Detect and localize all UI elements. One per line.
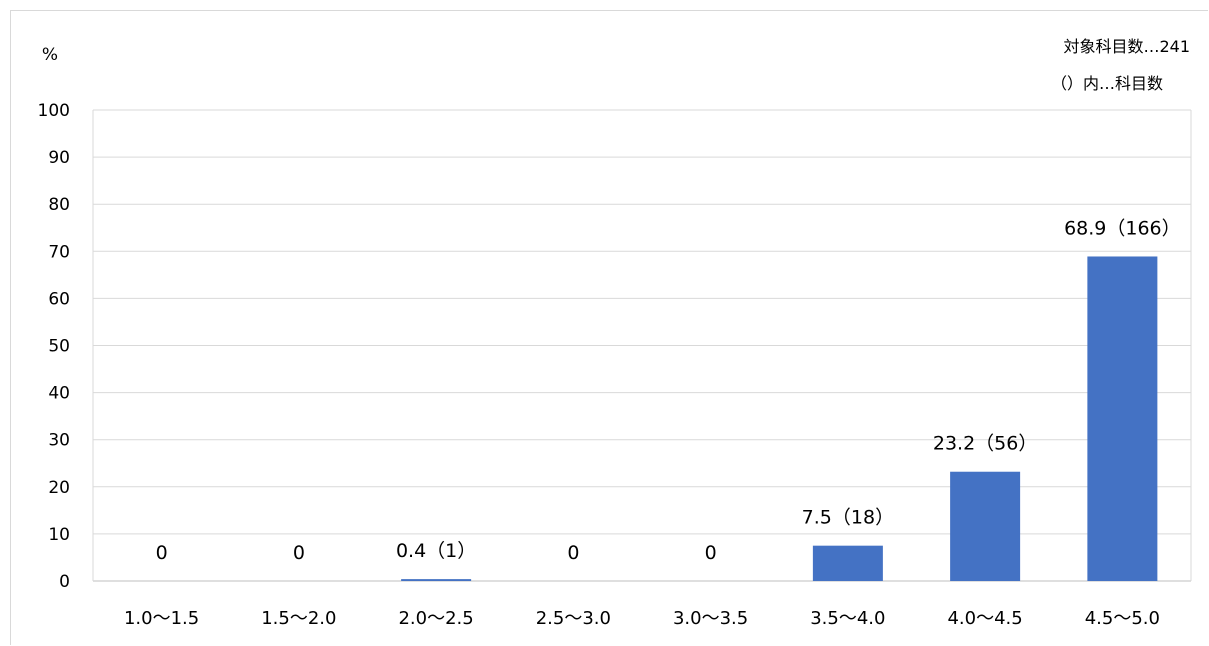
x-tick-label: 1.0～1.5 <box>124 608 199 629</box>
x-tick-label: 1.5～2.0 <box>261 608 336 629</box>
data-label: 7.5（18） <box>802 507 894 529</box>
y-tick-label: 10 <box>48 525 70 545</box>
bar <box>950 471 1021 581</box>
y-tick-label: 70 <box>48 242 70 262</box>
bar <box>812 545 883 581</box>
bar <box>401 579 472 581</box>
y-tick-label: 30 <box>48 431 70 451</box>
data-label: 68.9（166） <box>1064 217 1181 239</box>
chart-frame <box>10 10 1208 645</box>
y-tick-label: 20 <box>48 478 70 498</box>
annotation-total-subjects: 対象科目数…241 <box>1063 37 1190 56</box>
y-tick-label: 80 <box>48 195 70 215</box>
data-label: 23.2（56） <box>933 433 1037 455</box>
data-label: 0.4（1） <box>396 540 476 562</box>
x-tick-label: 2.0～2.5 <box>398 608 473 629</box>
y-tick-label: 40 <box>48 384 70 404</box>
annotation-parentheses-note: （）内…科目数 <box>1051 74 1163 93</box>
x-tick-label: 2.5～3.0 <box>536 608 611 629</box>
x-tick-label: 3.0～3.5 <box>673 608 748 629</box>
y-tick-label: 90 <box>48 148 70 168</box>
y-tick-label: 100 <box>38 101 70 121</box>
x-tick-label: 4.5～5.0 <box>1085 608 1160 629</box>
y-tick-label: 60 <box>48 289 70 309</box>
data-label: 0 <box>567 542 579 564</box>
x-tick-label: 4.0～4.5 <box>947 608 1022 629</box>
bar <box>1087 256 1158 581</box>
data-label: 0 <box>156 542 168 564</box>
data-label: 0 <box>293 542 305 564</box>
y-axis-label: % <box>42 45 58 65</box>
y-tick-label: 50 <box>48 337 70 357</box>
data-label: 0 <box>705 542 717 564</box>
y-tick-label: 0 <box>59 572 70 592</box>
x-tick-label: 3.5～4.0 <box>810 608 885 629</box>
